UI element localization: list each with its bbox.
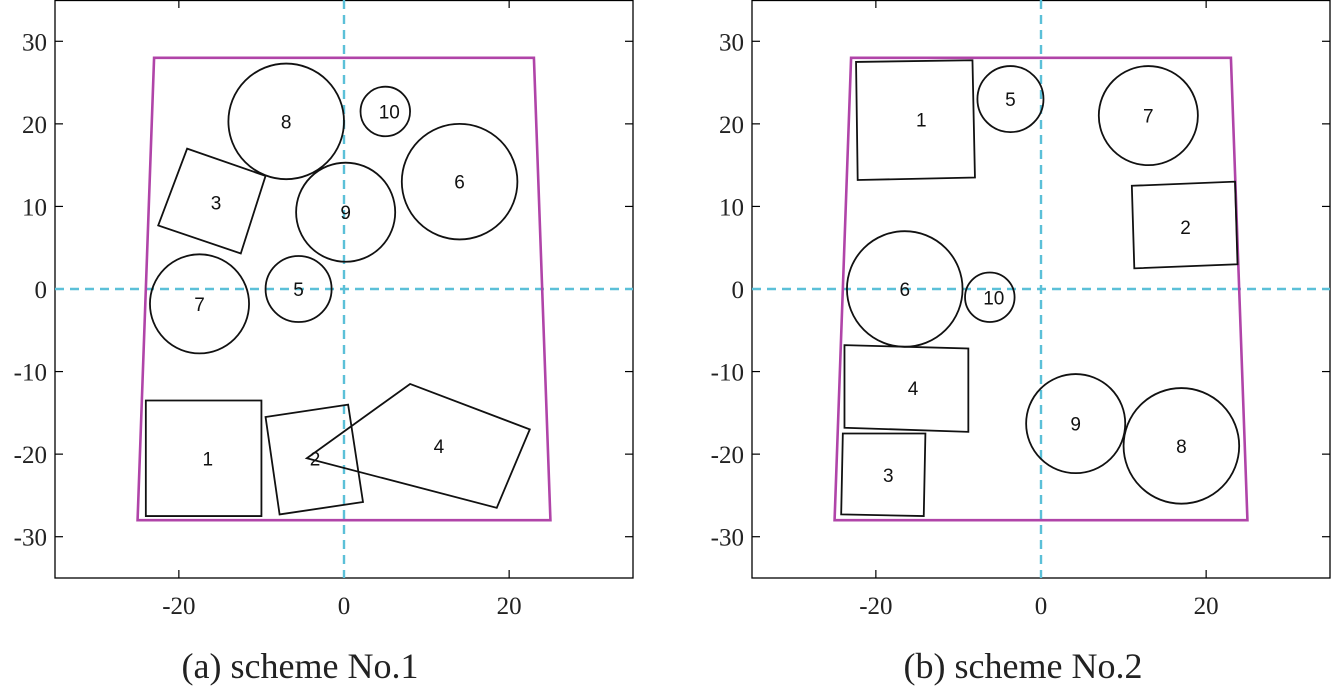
object-label: 6 — [899, 280, 910, 301]
y-tick-label: -30 — [711, 525, 744, 552]
y-tick-label: 10 — [719, 194, 744, 221]
object-label: 5 — [1005, 90, 1016, 111]
rect-object-2 — [1130, 180, 1239, 270]
x-tick-label: 0 — [1035, 593, 1048, 620]
rect-object-4 — [304, 382, 531, 509]
x-tick-label: 20 — [1194, 593, 1219, 620]
x-tick-label: -20 — [162, 593, 195, 620]
circle-object-10 — [359, 85, 411, 138]
object-label: 2 — [1180, 218, 1191, 239]
x-tick-label: 0 — [338, 593, 351, 620]
y-tick-label: 30 — [22, 29, 47, 56]
object-label: 4 — [434, 437, 445, 458]
object-label: 7 — [1143, 107, 1154, 128]
circle-object-7 — [149, 253, 250, 355]
object-label: 10 — [379, 102, 400, 123]
circle-object-10 — [964, 271, 1016, 323]
object-label: 3 — [883, 466, 894, 487]
y-tick-label: 10 — [22, 194, 47, 221]
panel-caption: (b) scheme No.2 — [904, 646, 1143, 686]
object-label: 3 — [211, 193, 222, 214]
object-label: 1 — [916, 111, 927, 132]
y-tick-label: -30 — [14, 525, 47, 552]
panel-caption: (a) scheme No.1 — [182, 646, 419, 686]
container-boundary — [136, 56, 552, 522]
object-label: 10 — [983, 288, 1004, 309]
y-tick-label: 0 — [732, 277, 745, 304]
y-tick-label: 20 — [719, 112, 744, 139]
y-tick-label: -20 — [711, 442, 744, 469]
circle-object-5 — [264, 255, 333, 323]
object-label: 6 — [454, 173, 465, 194]
rect-object-3 — [840, 432, 927, 517]
object-label: 4 — [908, 379, 919, 400]
chart-panel-2: -20 0 20 30 20 10 0 -10 -20 -30 1 2 3 4 5 6 7 8 9 10 (b) sch… — [711, 0, 1331, 686]
circle-object-9 — [1025, 373, 1127, 475]
rect-object-1 — [144, 399, 263, 517]
y-tick-label: -20 — [14, 442, 47, 469]
circle-object-8 — [1122, 387, 1241, 505]
y-tick-label: 20 — [22, 112, 47, 139]
y-tick-label: -10 — [711, 360, 744, 387]
container-boundary — [833, 56, 1249, 522]
circle-object-8 — [227, 62, 345, 181]
y-tick-label: -10 — [14, 360, 47, 387]
object-label: 7 — [194, 295, 205, 316]
object-label: 9 — [340, 203, 351, 224]
circle-object-9 — [295, 161, 397, 263]
object-label: 8 — [281, 112, 292, 133]
y-tick-label: 30 — [719, 29, 744, 56]
x-tick-label: -20 — [859, 593, 892, 620]
object-label: 1 — [202, 449, 213, 470]
circle-object-6 — [400, 122, 519, 241]
circle-object-7 — [1097, 65, 1199, 167]
circle-object-6 — [846, 230, 964, 348]
object-label: 9 — [1070, 415, 1081, 436]
y-tick-label: 0 — [35, 277, 48, 304]
object-label: 8 — [1176, 437, 1187, 458]
x-tick-label: 20 — [497, 593, 522, 620]
circle-object-5 — [976, 65, 1045, 134]
rect-object-4 — [843, 344, 970, 433]
rect-object-1 — [855, 59, 976, 181]
rect-object-3 — [157, 147, 267, 255]
rect-object-2 — [264, 403, 365, 516]
object-label: 5 — [293, 280, 304, 301]
